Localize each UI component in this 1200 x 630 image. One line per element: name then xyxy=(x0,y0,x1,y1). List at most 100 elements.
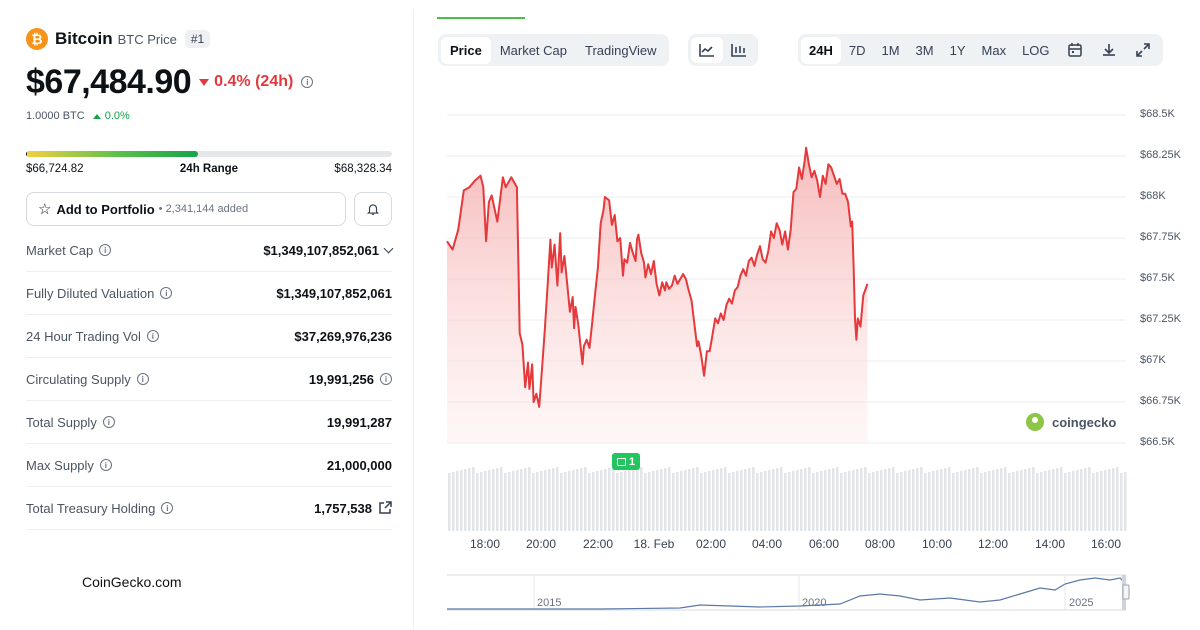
stat-label-text: Max Supply xyxy=(26,457,94,473)
btc-conversion-row: 1.0000 BTC 0.0% xyxy=(26,110,392,122)
volume-bar xyxy=(576,469,579,531)
volume-bar xyxy=(1032,467,1035,531)
volume-bar xyxy=(1064,473,1067,531)
volume-bar xyxy=(1048,470,1051,531)
period-3m[interactable]: 3M xyxy=(915,42,934,58)
x-tick-label: 20:00 xyxy=(525,537,557,551)
volume-bar xyxy=(568,471,571,531)
stat-row: Circulating Supply i 19,991,256 i xyxy=(26,358,392,401)
star-icon: ☆ xyxy=(38,201,52,218)
stat-label-text: Total Supply xyxy=(26,414,97,430)
volume-bar xyxy=(1088,467,1091,531)
volume-bar xyxy=(1020,470,1023,531)
info-icon[interactable]: i xyxy=(380,373,392,385)
stat-label-text: Circulating Supply xyxy=(26,371,131,387)
stat-value-text: 21,000,000 xyxy=(326,457,392,473)
add-to-portfolio-label: Add to Portfolio xyxy=(56,201,155,217)
info-icon[interactable]: i xyxy=(136,373,149,385)
volume-bar xyxy=(840,473,843,531)
period-1y[interactable]: 1Y xyxy=(949,42,966,58)
calendar-button[interactable] xyxy=(1058,37,1092,63)
candlestick-chart-button[interactable] xyxy=(723,37,755,63)
info-icon[interactable]: i xyxy=(99,244,112,256)
x-tick-label: 18. Feb xyxy=(633,537,675,551)
portfolio-added-count: • 2,341,144 added xyxy=(158,203,249,215)
fullscreen-button[interactable] xyxy=(1126,37,1160,63)
y-tick-label: $68K xyxy=(1140,190,1166,202)
period-max[interactable]: Max xyxy=(981,42,1007,58)
volume-bar xyxy=(904,471,907,531)
volume-bar xyxy=(772,469,775,531)
volume-bar xyxy=(696,467,699,531)
period-log[interactable]: LOG xyxy=(1022,42,1050,58)
volume-bar xyxy=(832,468,835,531)
x-tick-label: 16:00 xyxy=(1090,537,1122,551)
external-link-icon[interactable] xyxy=(378,501,392,515)
stat-value-text: 19,991,287 xyxy=(326,414,392,430)
volume-bar xyxy=(500,467,503,531)
volume-bar xyxy=(608,468,611,531)
volume-bar xyxy=(1120,473,1123,531)
stat-value-text: 19,991,256 xyxy=(308,371,374,387)
volume-bar xyxy=(596,471,599,531)
tab-market-cap[interactable]: Market Cap xyxy=(499,42,568,58)
volume-bar xyxy=(1112,468,1115,531)
volume-bar xyxy=(856,469,859,531)
tab-tradingview[interactable]: TradingView xyxy=(585,42,657,58)
volume-bar xyxy=(544,470,547,531)
navigator-handle[interactable] xyxy=(1122,584,1130,600)
volume-bar xyxy=(640,467,643,531)
volume-bar xyxy=(956,472,959,531)
event-badge[interactable]: 1 xyxy=(612,453,641,470)
info-icon[interactable]: i xyxy=(160,287,173,299)
info-icon[interactable]: i xyxy=(301,76,314,88)
volume-bar xyxy=(892,467,895,531)
volume-bar xyxy=(468,468,471,531)
volume-bar xyxy=(496,468,499,531)
coin-summary-panel: ₿ Bitcoin BTC Price #1 $67,484.90 0.4% (… xyxy=(26,26,394,530)
volume-bar xyxy=(720,468,723,531)
volume-bar xyxy=(980,473,983,531)
volume-bar xyxy=(532,473,535,531)
chart-tabs: Price Market Cap TradingView xyxy=(438,34,669,66)
price-alert-button[interactable] xyxy=(354,192,392,226)
volume-bar xyxy=(836,467,839,531)
volume-bar xyxy=(604,469,607,531)
tab-price[interactable]: Price xyxy=(441,36,491,64)
volume-bar xyxy=(968,469,971,531)
chevron-down-icon[interactable] xyxy=(383,243,394,253)
period-1m[interactable]: 1M xyxy=(881,42,900,58)
volume-bar xyxy=(828,469,831,531)
volume-bar xyxy=(1016,471,1019,531)
coingecko-logo-icon xyxy=(1026,413,1044,431)
volume-bar xyxy=(564,472,567,531)
volume-bar xyxy=(672,473,675,531)
volume-bar xyxy=(752,467,755,531)
volume-bar xyxy=(776,468,779,531)
stat-label-text: Total Treasury Holding xyxy=(26,500,156,516)
volume-bar xyxy=(808,467,811,531)
footer-brand: CoinGecko.com xyxy=(82,574,182,590)
volume-bar xyxy=(768,470,771,531)
period-24h[interactable]: 24H xyxy=(801,36,841,64)
y-tick-label: $67.5K xyxy=(1140,272,1175,284)
line-chart-button[interactable] xyxy=(691,37,723,63)
volume-bar xyxy=(976,467,979,531)
stat-label: Max Supply i xyxy=(26,458,112,473)
event-count: 1 xyxy=(629,455,636,468)
volume-bar xyxy=(1084,468,1087,531)
stat-value: $1,349,107,852,061 xyxy=(263,243,394,258)
volume-bar xyxy=(572,470,575,531)
add-to-portfolio-button[interactable]: ☆ Add to Portfolio • 2,341,144 added xyxy=(26,192,346,226)
navigator-year-label: 2020 xyxy=(802,597,827,609)
volume-bar xyxy=(632,469,635,531)
volume-bar xyxy=(620,472,623,531)
info-icon[interactable]: i xyxy=(99,459,112,471)
info-icon[interactable]: i xyxy=(161,502,174,514)
bitcoin-logo-icon: ₿ xyxy=(26,28,48,50)
period-7d[interactable]: 7D xyxy=(848,42,866,58)
volume-bar xyxy=(1036,473,1039,531)
info-icon[interactable]: i xyxy=(102,416,115,428)
info-icon[interactable]: i xyxy=(146,330,159,342)
download-button[interactable] xyxy=(1092,37,1126,63)
